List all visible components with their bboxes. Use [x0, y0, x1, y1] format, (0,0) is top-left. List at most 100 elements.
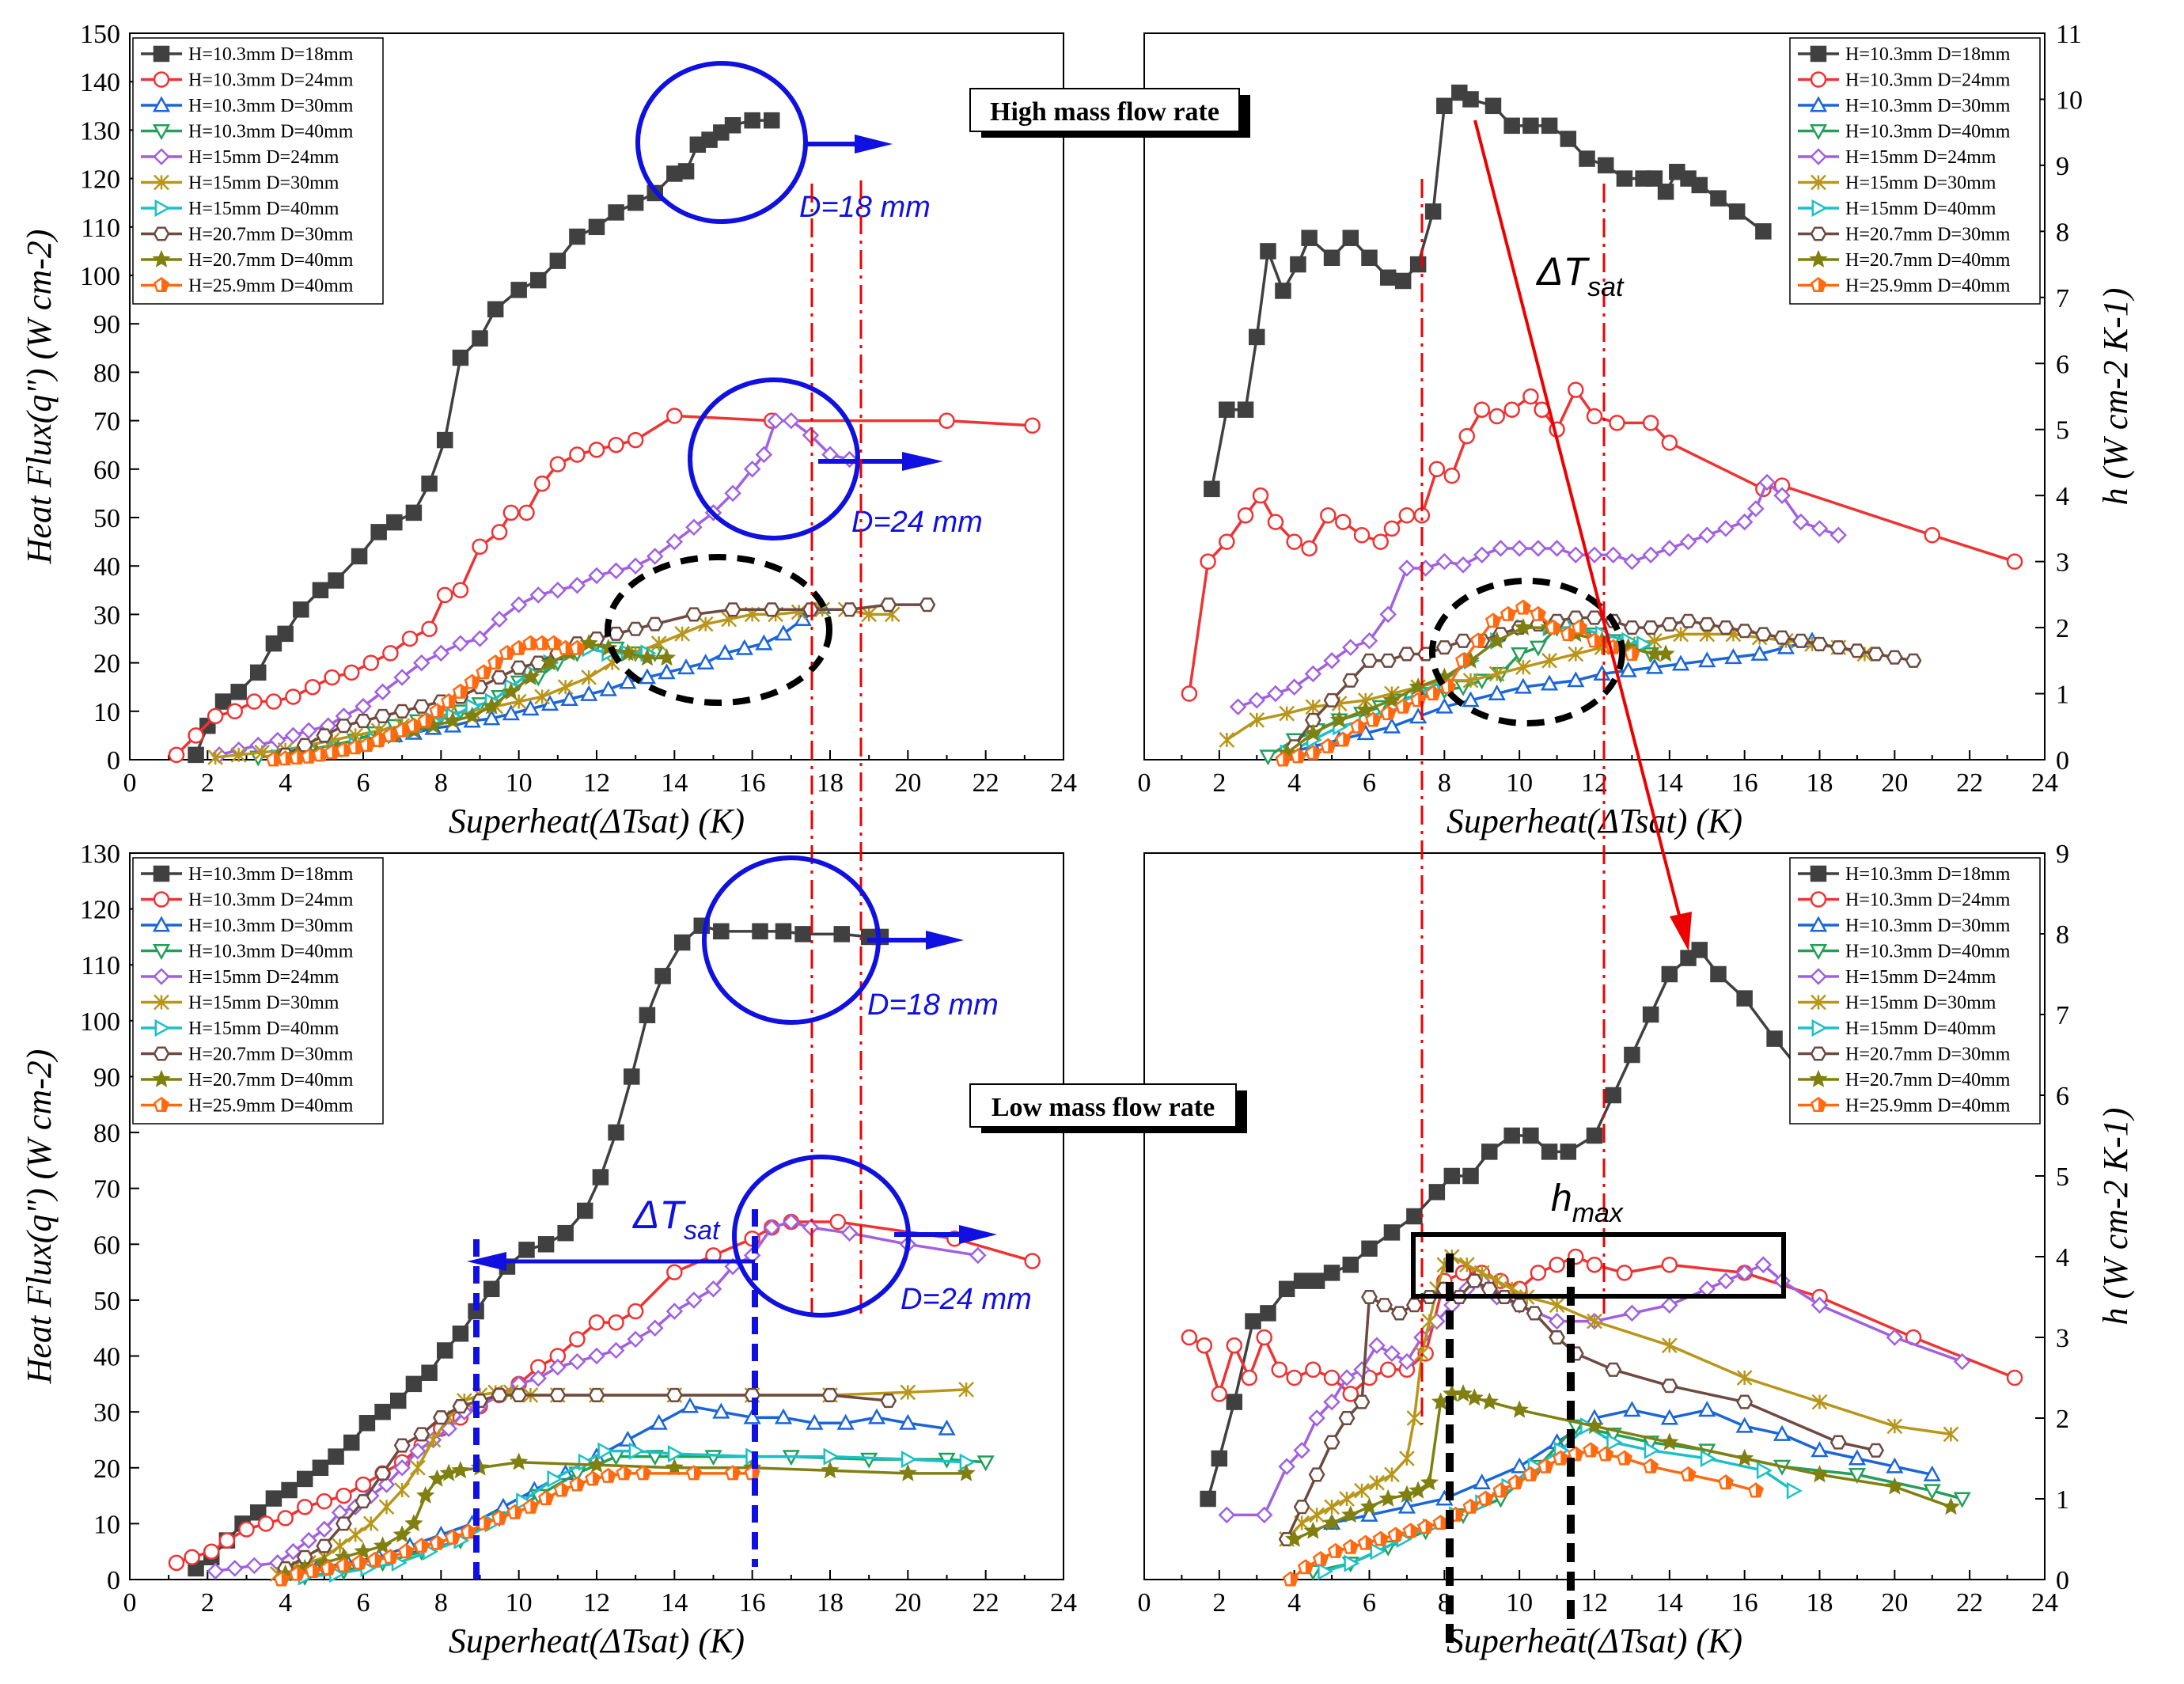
data-point [1211, 1386, 1228, 1402]
y-tick-label: 100 [80, 1007, 120, 1037]
series-line [1237, 480, 1839, 708]
data-point [1736, 1370, 1753, 1386]
x-tick-label: 2 [1212, 1588, 1226, 1618]
data-point [1597, 157, 1614, 174]
data-point-fill [425, 714, 433, 727]
data-point [829, 1213, 847, 1231]
data-point [1661, 1296, 1678, 1314]
data-point [1323, 692, 1340, 707]
data-point [335, 719, 352, 734]
x-tick-label: 10 [1506, 1588, 1533, 1618]
data-point [154, 994, 169, 1011]
data-point [1323, 1435, 1340, 1450]
data-point [665, 533, 684, 551]
legend-item: H=10.3mm D=18mm [1798, 44, 2011, 65]
data-point [1809, 249, 1828, 267]
data-point-fill [593, 1471, 600, 1485]
data-point [1567, 671, 1585, 688]
data-point [502, 682, 521, 700]
data-point-fill [643, 1466, 650, 1480]
data-point [1735, 1448, 1754, 1466]
x-tick-label: 22 [973, 768, 999, 798]
data-point-fill [449, 694, 456, 707]
data-point [1623, 552, 1641, 571]
data-point [1698, 616, 1716, 632]
data-point [1642, 546, 1659, 564]
data-point [1593, 664, 1611, 681]
data-point [1481, 1144, 1498, 1160]
y-tick-label: 11 [2056, 20, 2082, 49]
data-point [1237, 401, 1254, 418]
data-point [1661, 434, 1678, 451]
data-point [1436, 97, 1453, 115]
data-point [1923, 1484, 1941, 1500]
data-point [1353, 527, 1371, 544]
d24-label-high: D=24 mm [851, 506, 983, 539]
data-point [1339, 1491, 1355, 1507]
data-point [1616, 170, 1633, 187]
data-point-fill [281, 1572, 289, 1586]
x-tick-label: 2 [201, 1588, 214, 1618]
data-point [153, 226, 170, 241]
data-point [1773, 1424, 1792, 1441]
y-tick-label: 60 [93, 1231, 120, 1260]
x-tick-label: 24 [2031, 1588, 2058, 1618]
data-point [335, 1516, 352, 1531]
data-point [1384, 1466, 1400, 1483]
delta-t-sat-label-low: ΔTsat [632, 1193, 721, 1246]
x-tick-label: 12 [1581, 1588, 1608, 1618]
data-point [463, 706, 482, 724]
data-point [1511, 1298, 1528, 1313]
data-point [802, 427, 820, 444]
y-tick-label: 5 [2056, 416, 2069, 446]
data-point [628, 1442, 645, 1460]
data-point [1540, 674, 1559, 691]
data-point [300, 1531, 317, 1549]
x-tick-label: 18 [817, 1588, 844, 1618]
legend-label: H=15mm D=24mm [1845, 147, 1996, 168]
data-point [1409, 677, 1428, 696]
y-tick-label: 10 [93, 698, 120, 727]
data-point [316, 1492, 333, 1510]
data-point [1420, 1473, 1439, 1491]
data-point [1642, 415, 1659, 431]
data-point-fill [413, 719, 421, 732]
data-point [1481, 1281, 1498, 1296]
data-point-fill [1350, 1540, 1358, 1553]
data-point [168, 1554, 185, 1572]
data-point [958, 1382, 974, 1398]
data-point [1567, 546, 1585, 564]
legend-item: H=20.7mm D=40mm [141, 1069, 354, 1090]
data-point [1811, 199, 1828, 218]
data-point [1644, 1441, 1660, 1459]
y-tick-label: 20 [93, 650, 120, 679]
data-point-fill [1373, 712, 1380, 726]
data-point [665, 1387, 683, 1403]
y-tick-label: 80 [93, 358, 120, 388]
legend-item: H=10.3mm D=24mm [1798, 70, 2011, 91]
y-tick-label: 120 [80, 165, 120, 195]
data-point [1290, 256, 1306, 273]
data-point [1226, 1337, 1243, 1354]
data-point [1549, 1297, 1565, 1314]
d18-circle-low [702, 855, 881, 1025]
data-point [230, 746, 247, 763]
data-point [783, 412, 800, 430]
data-point-fill [453, 1530, 460, 1544]
x-tick-label: 12 [583, 1588, 610, 1618]
data-point [774, 1408, 793, 1424]
data-point-fill [1530, 1467, 1538, 1481]
data-point [355, 697, 372, 715]
data-point [1905, 653, 1922, 668]
data-point [1646, 170, 1663, 187]
data-point [1480, 1392, 1499, 1410]
data-point [1848, 1449, 1867, 1466]
data-point [588, 1347, 605, 1365]
data-point [1323, 1265, 1340, 1281]
data-point [1786, 1481, 1803, 1500]
data-point [378, 1499, 395, 1515]
data-point [608, 204, 624, 221]
x-axis-label: Superheat(ΔTsat) (K) [449, 1621, 745, 1660]
data-point [510, 1387, 528, 1403]
data-point [821, 1461, 840, 1479]
